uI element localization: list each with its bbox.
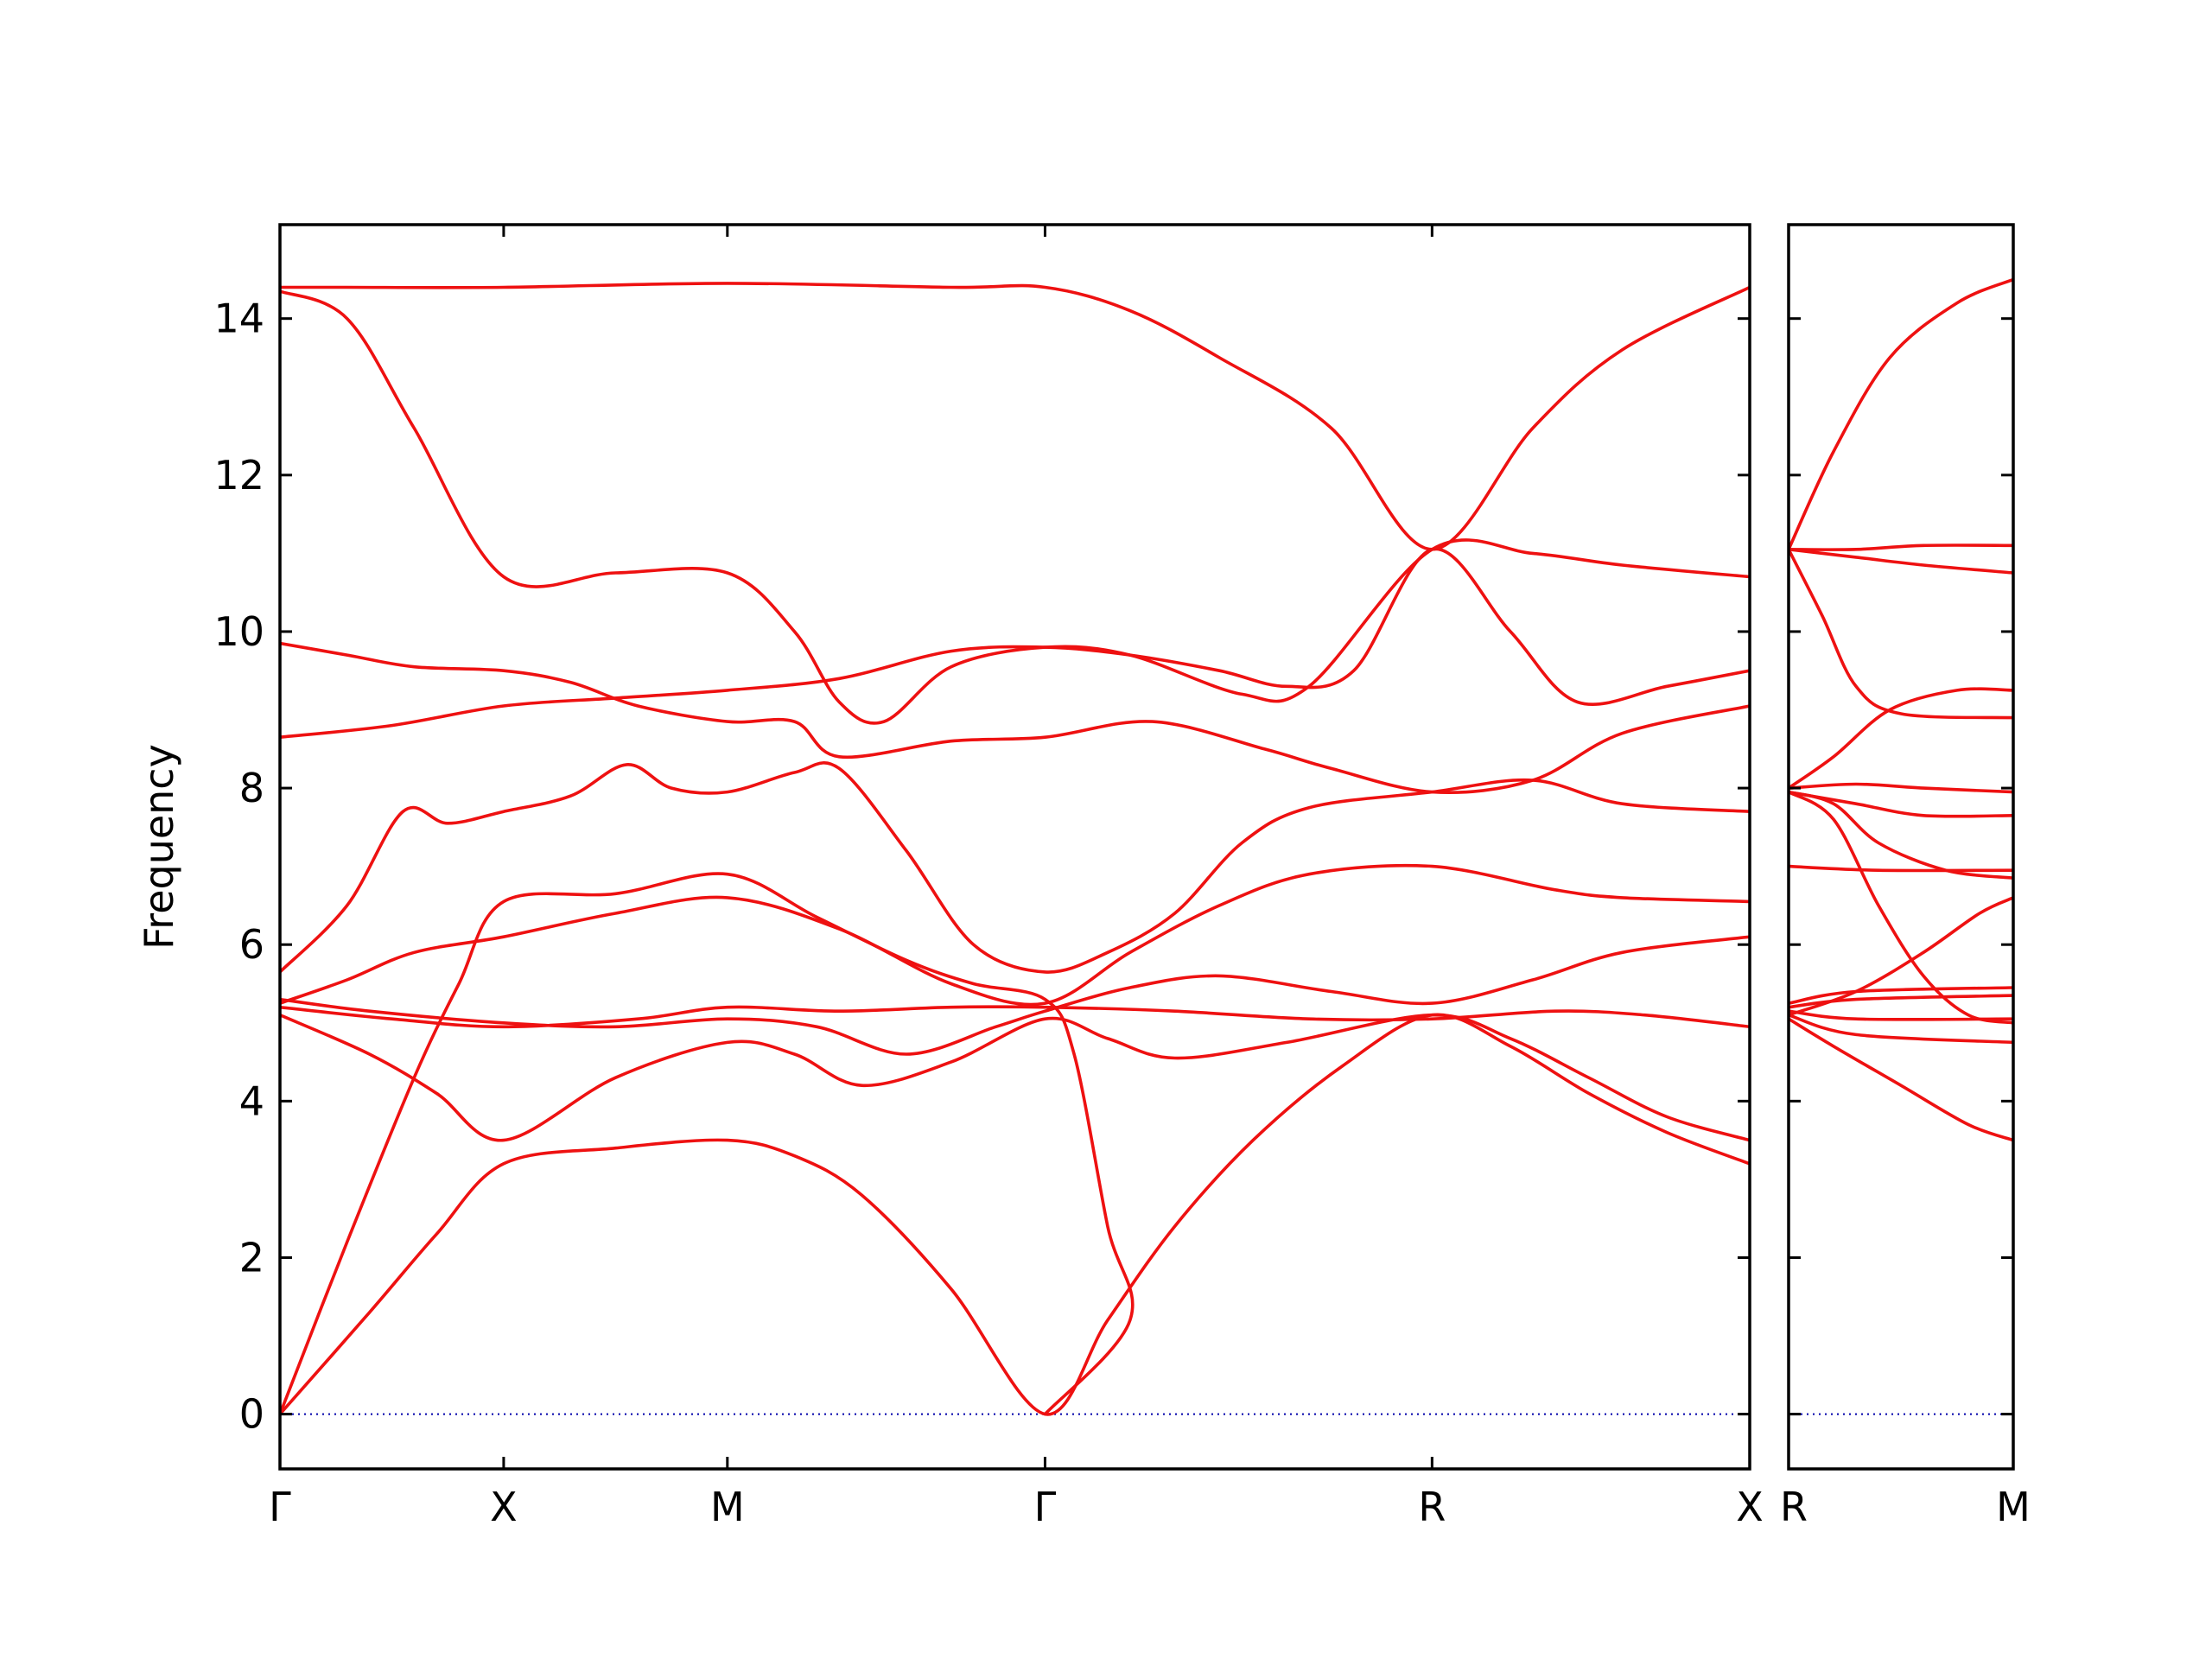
- phonon-band: [1789, 790, 2013, 1025]
- main-panel: 0 2 4 6 8 10 12 14 Γ X M Γ R X: [213, 223, 1764, 1530]
- y-tick-label: 8: [239, 765, 264, 811]
- phonon-band: [1789, 1017, 2013, 1142]
- y-tick-label: 12: [213, 452, 264, 499]
- phonon-band: [1789, 1009, 2013, 1021]
- phonon-band: [1789, 994, 2013, 1009]
- phonon-band: [1789, 543, 2013, 551]
- phonon-band: [280, 1005, 1750, 1029]
- phonon-band: [1789, 986, 2013, 1005]
- x-tick-label: R: [1418, 1484, 1446, 1530]
- y-tick-label: 6: [239, 921, 264, 968]
- phonon-band: [280, 872, 1135, 1416]
- phonon-band: [1789, 782, 2013, 794]
- x-tick-label: M: [1996, 1484, 2031, 1530]
- phonon-band: [1789, 864, 2013, 873]
- x-tick-label: R: [1780, 1484, 1808, 1530]
- phonon-band: [280, 863, 1750, 1007]
- band-series: [1789, 277, 2013, 1142]
- x-tick-label: Γ: [269, 1484, 291, 1530]
- phonon-band: [280, 1013, 1750, 1416]
- phonon-band: [280, 289, 1750, 725]
- phonon-band: [280, 935, 1750, 1056]
- phonon-band: [1789, 548, 2013, 720]
- phonon-band: [1789, 1013, 2013, 1045]
- phonon-band: [280, 282, 1750, 551]
- y-tick-label: 14: [213, 296, 264, 342]
- y-tick-label: 4: [239, 1077, 264, 1124]
- phonon-band: [1789, 790, 2013, 880]
- x-tick-label: X: [490, 1484, 518, 1530]
- phonon-band: [1789, 687, 2013, 790]
- phonon-band: [280, 641, 1750, 794]
- y-tick-label: 10: [213, 608, 264, 655]
- phonon-band: [1789, 790, 2013, 818]
- phonon-band: [280, 761, 1750, 974]
- x-tick-label: X: [1736, 1484, 1764, 1530]
- y-tick-label: 0: [239, 1391, 264, 1438]
- phonon-band: [280, 547, 1750, 739]
- y-axis-label: Frequency: [136, 744, 182, 950]
- band-series: [280, 282, 1750, 1416]
- phonon-band: [280, 1013, 1750, 1142]
- x-tick-label: M: [710, 1484, 745, 1530]
- plot-frame: [1787, 223, 2015, 1471]
- plot-frame: [278, 223, 1751, 1471]
- phonon-band: [1789, 277, 2013, 551]
- y-tick-label: 2: [239, 1234, 264, 1281]
- phonon-band: [1789, 548, 2013, 575]
- x-tick-label: Γ: [1034, 1484, 1057, 1530]
